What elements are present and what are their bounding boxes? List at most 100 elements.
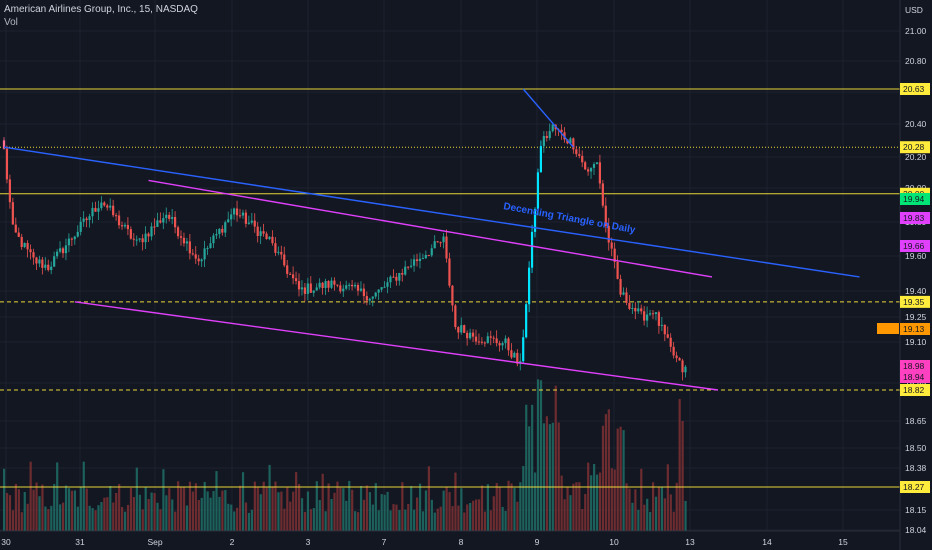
candle-154 [457, 326, 460, 340]
volume-bar-95 [283, 508, 286, 531]
volume-bar-14 [44, 506, 47, 531]
trendline-channel-top[interactable] [148, 179, 713, 278]
volume-bar-47 [141, 509, 144, 531]
volume-bar-160 [475, 499, 478, 531]
volume-bar-157 [466, 504, 469, 531]
candle-54 [162, 212, 165, 230]
volume-bar-169 [501, 506, 504, 531]
volume-bar-109 [324, 511, 327, 531]
y-tick-1: 20.80 [905, 56, 927, 66]
volume-bar-225 [666, 464, 669, 531]
candle-129 [383, 281, 386, 288]
volume-bar-140 [416, 497, 419, 531]
candle-149 [442, 232, 445, 249]
trendlines[interactable] [3, 88, 860, 391]
candles [2, 122, 687, 381]
trendline-descending-upper[interactable] [3, 146, 860, 278]
volume-bar-63 [188, 481, 192, 531]
candle-66 [197, 254, 200, 266]
volume-bar-229 [678, 399, 681, 531]
volume-bar-132 [392, 504, 395, 531]
trendline-spike-line[interactable] [522, 88, 574, 148]
volume-bar-88 [262, 481, 265, 531]
x-tick-6: 8 [459, 537, 464, 547]
candle-110 [327, 280, 330, 293]
volume-bar-62 [185, 505, 189, 531]
candle-79 [235, 200, 239, 222]
volume-bar-131 [389, 510, 392, 531]
time-axis[interactable]: 30 31 Sep 2 3 7 8 9 10 13 14 15 [0, 530, 900, 547]
volume-bar-83 [247, 512, 251, 531]
candle-9 [29, 244, 32, 260]
x-tick-7: 9 [535, 537, 540, 547]
svg-text:20.63: 20.63 [903, 84, 925, 94]
volume-bar-24 [73, 490, 76, 531]
volume-bar-43 [129, 488, 133, 531]
volume-bar-183 [542, 423, 546, 531]
volume-bar-141 [418, 483, 422, 531]
candle-151 [448, 252, 451, 288]
volume-bar-222 [657, 487, 661, 531]
volume-bar-49 [147, 499, 150, 531]
volume-bar-98 [292, 491, 295, 531]
candle-100 [297, 273, 301, 297]
volume-bar-46 [138, 494, 141, 531]
volume-bar-159 [472, 500, 475, 531]
volume-bar-69 [206, 491, 209, 531]
candle-104 [309, 276, 312, 293]
volume-bar-44 [132, 497, 135, 531]
candle-209 [619, 274, 622, 297]
volume-bar-26 [79, 486, 82, 531]
trendline-channel-bottom[interactable] [74, 301, 718, 391]
candle-139 [412, 254, 416, 272]
candle-176 [522, 329, 525, 364]
candle-169 [501, 341, 504, 351]
volume-bar-184 [545, 416, 548, 531]
volume-bar-220 [652, 482, 655, 531]
volume-bar-130 [386, 491, 389, 531]
volume-bar-231 [684, 500, 687, 531]
svg-text:19.35: 19.35 [903, 297, 925, 307]
volume-bar-137 [407, 503, 410, 531]
candle-168 [498, 340, 501, 352]
volume-bar-196 [581, 509, 584, 531]
candle-105 [312, 290, 315, 297]
candle-32 [97, 200, 100, 221]
candle-48 [144, 226, 147, 249]
candle-170 [504, 335, 507, 349]
x-tick-3: 2 [230, 537, 235, 547]
candle-222 [657, 310, 660, 334]
x-tick-2: Sep [147, 537, 162, 547]
volume-bar-79 [236, 507, 239, 531]
candle-55 [165, 207, 168, 224]
candle-96 [286, 260, 289, 278]
candle-97 [289, 272, 292, 275]
volume-bar-201 [595, 474, 599, 531]
volume-bar-153 [454, 472, 457, 531]
x-tick-11: 15 [838, 537, 848, 547]
candle-106 [315, 283, 318, 291]
volume-bar-150 [445, 486, 448, 531]
candle-155 [460, 317, 463, 335]
candle-77 [230, 208, 233, 227]
volume-bar-96 [286, 487, 289, 531]
candle-224 [663, 324, 666, 341]
volume-bar-72 [215, 471, 218, 531]
candle-81 [241, 209, 245, 219]
volume-bar-200 [593, 463, 596, 531]
volume-bar-163 [483, 511, 487, 531]
candle-65 [194, 246, 197, 264]
volume-bar-55 [165, 495, 168, 531]
y-tick-8: 19.40 [905, 286, 927, 296]
candle-156 [463, 324, 466, 334]
candle-194 [575, 145, 578, 158]
price-tag-4: 18.82 [900, 384, 930, 396]
candle-147 [436, 241, 439, 243]
horizontal-levels[interactable] [0, 88, 900, 488]
volume-bar-105 [312, 508, 315, 531]
volume-bar-112 [333, 492, 336, 531]
price-axis[interactable]: USD21.0020.8020.6020.4020.2020.0019.8019… [899, 0, 932, 550]
volume-bar-149 [442, 490, 445, 531]
